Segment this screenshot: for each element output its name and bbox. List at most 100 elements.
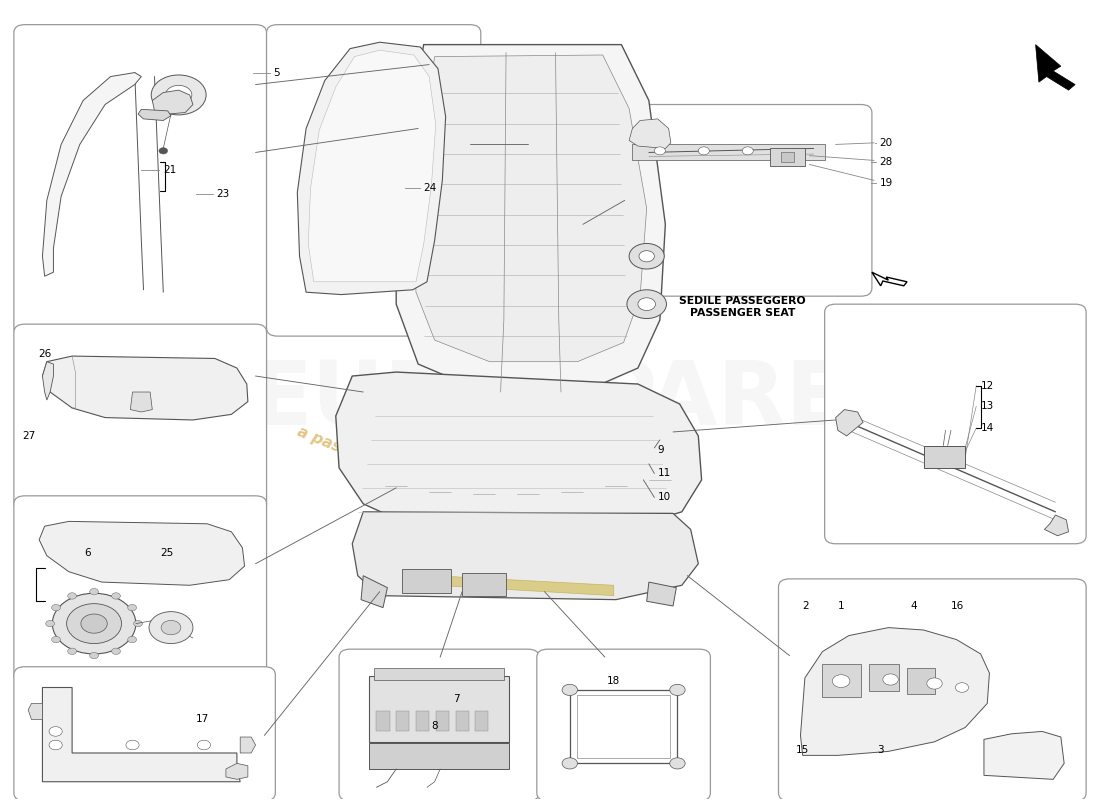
Polygon shape xyxy=(1044,515,1068,536)
Text: 14: 14 xyxy=(981,423,994,433)
Text: 10: 10 xyxy=(658,493,671,502)
Bar xyxy=(402,570,451,594)
FancyBboxPatch shape xyxy=(14,25,266,336)
Bar xyxy=(570,690,678,763)
Text: 15: 15 xyxy=(796,745,810,754)
Circle shape xyxy=(112,593,120,599)
Circle shape xyxy=(654,147,666,155)
Polygon shape xyxy=(352,512,698,600)
Circle shape xyxy=(956,682,969,692)
Circle shape xyxy=(698,147,710,155)
Polygon shape xyxy=(836,410,864,436)
Polygon shape xyxy=(412,55,647,362)
Circle shape xyxy=(81,614,108,633)
Circle shape xyxy=(638,298,656,310)
Polygon shape xyxy=(361,576,387,608)
FancyBboxPatch shape xyxy=(266,25,481,336)
Circle shape xyxy=(125,740,139,750)
Text: 17: 17 xyxy=(196,714,209,725)
Polygon shape xyxy=(43,73,141,276)
Text: 11: 11 xyxy=(658,469,671,478)
Polygon shape xyxy=(1035,45,1075,90)
Circle shape xyxy=(883,674,899,685)
Polygon shape xyxy=(130,392,152,412)
Polygon shape xyxy=(801,628,989,755)
Circle shape xyxy=(90,589,99,595)
FancyBboxPatch shape xyxy=(14,324,266,512)
Text: 9: 9 xyxy=(658,445,664,454)
FancyBboxPatch shape xyxy=(825,304,1086,544)
Circle shape xyxy=(67,604,121,643)
Bar xyxy=(823,663,861,697)
Text: 26: 26 xyxy=(39,349,52,358)
Circle shape xyxy=(68,648,77,654)
Bar xyxy=(869,663,900,691)
Circle shape xyxy=(562,758,578,769)
Text: 4: 4 xyxy=(911,601,917,611)
Circle shape xyxy=(833,674,850,687)
FancyBboxPatch shape xyxy=(14,496,266,683)
Bar xyxy=(455,711,469,731)
Polygon shape xyxy=(336,372,702,532)
Text: 13: 13 xyxy=(981,402,994,411)
Bar xyxy=(462,574,506,596)
Text: 16: 16 xyxy=(952,601,965,611)
Text: 28: 28 xyxy=(880,157,893,167)
Polygon shape xyxy=(984,731,1064,779)
Polygon shape xyxy=(629,119,671,149)
Polygon shape xyxy=(43,687,240,782)
Circle shape xyxy=(50,740,63,750)
Bar xyxy=(781,153,794,162)
FancyBboxPatch shape xyxy=(339,649,539,800)
Text: 3: 3 xyxy=(878,745,884,754)
Text: 23: 23 xyxy=(216,189,229,199)
Polygon shape xyxy=(872,272,908,286)
Text: EUROSPARE: EUROSPARE xyxy=(252,357,848,443)
Bar xyxy=(578,695,670,758)
Circle shape xyxy=(68,593,77,599)
Text: 24: 24 xyxy=(424,183,437,194)
Polygon shape xyxy=(43,362,54,400)
Circle shape xyxy=(670,758,685,769)
FancyBboxPatch shape xyxy=(614,105,872,296)
Polygon shape xyxy=(29,703,43,719)
Circle shape xyxy=(128,636,136,642)
FancyBboxPatch shape xyxy=(14,666,275,800)
Text: 7: 7 xyxy=(453,694,460,705)
Text: a passion for parts since 1985: a passion for parts since 1985 xyxy=(295,424,541,535)
Text: 12: 12 xyxy=(981,381,994,390)
Text: 8: 8 xyxy=(431,721,438,731)
Bar xyxy=(368,743,509,769)
Bar xyxy=(924,446,966,468)
Circle shape xyxy=(161,621,180,634)
Circle shape xyxy=(52,605,60,611)
Bar xyxy=(376,711,389,731)
Circle shape xyxy=(197,740,210,750)
Circle shape xyxy=(562,684,578,695)
Circle shape xyxy=(148,612,192,643)
FancyBboxPatch shape xyxy=(779,579,1086,800)
Polygon shape xyxy=(297,42,446,294)
Text: 2: 2 xyxy=(803,601,810,611)
Polygon shape xyxy=(434,576,614,596)
Polygon shape xyxy=(226,763,248,779)
Polygon shape xyxy=(138,110,170,121)
Bar xyxy=(374,667,504,679)
Circle shape xyxy=(128,605,136,611)
Bar xyxy=(368,676,509,742)
Bar xyxy=(416,711,429,731)
Circle shape xyxy=(90,652,99,658)
Circle shape xyxy=(151,75,206,115)
Circle shape xyxy=(927,678,943,689)
Polygon shape xyxy=(152,90,192,114)
Text: SEDILE PASSEGGERO
PASSENGER SEAT: SEDILE PASSEGGERO PASSENGER SEAT xyxy=(679,296,805,318)
Text: 21: 21 xyxy=(163,165,176,175)
Circle shape xyxy=(158,148,167,154)
Text: 19: 19 xyxy=(880,178,893,188)
Circle shape xyxy=(742,147,754,155)
Polygon shape xyxy=(632,145,825,161)
Text: 5: 5 xyxy=(273,67,279,78)
Text: 20: 20 xyxy=(880,138,893,148)
Bar xyxy=(436,711,449,731)
Circle shape xyxy=(112,648,120,654)
